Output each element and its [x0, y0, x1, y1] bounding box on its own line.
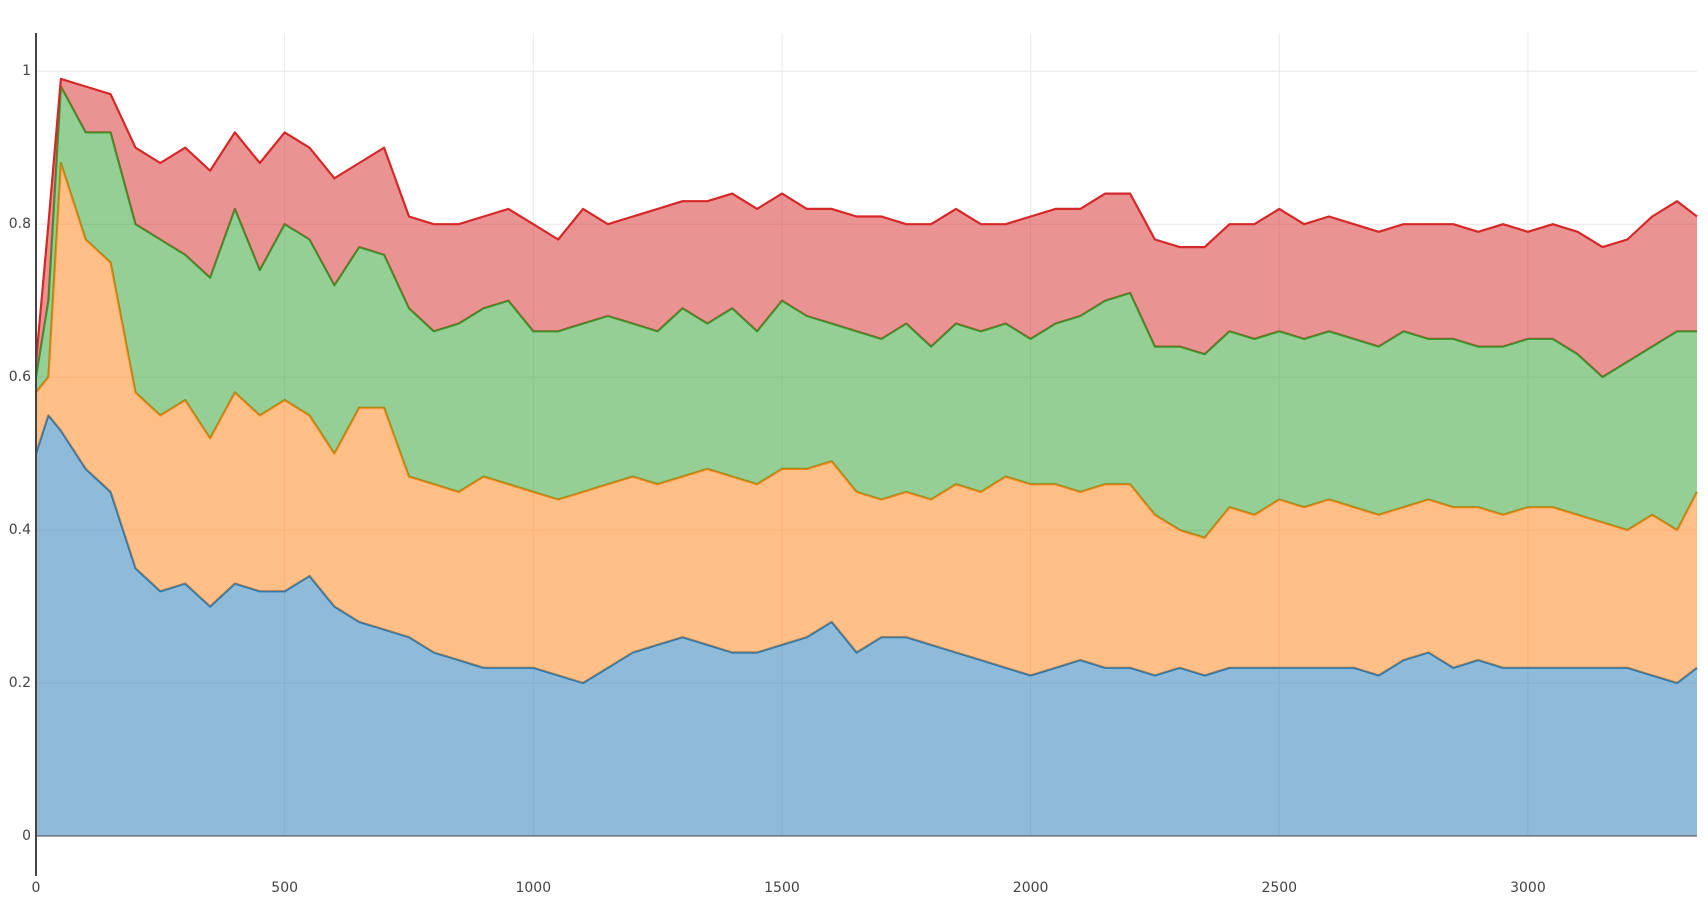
- y-tick-label: 0: [22, 828, 31, 844]
- line: [34, 77, 1698, 362]
- area: [36, 415, 1697, 836]
- x-tick-label: 3000: [1510, 880, 1546, 896]
- x-tick-label: 0: [32, 880, 41, 896]
- x-tick-label: 2000: [1013, 880, 1049, 896]
- x-tick-label: 1000: [515, 880, 551, 896]
- y-tick-label: 1: [22, 63, 31, 79]
- y-tick-label: 0.4: [9, 522, 31, 538]
- y-tick-label: 0.2: [9, 675, 31, 691]
- x-tick-label: 1500: [764, 880, 800, 896]
- y-tick-label: 0.8: [9, 216, 31, 232]
- area: [36, 86, 1697, 538]
- area: [36, 163, 1697, 683]
- x-tick-label: 500: [271, 880, 298, 896]
- y-tick-label: 0.6: [9, 369, 31, 385]
- area: [36, 78, 1697, 378]
- x-tick-label: 2500: [1261, 880, 1297, 896]
- plot-area: [34, 77, 1698, 836]
